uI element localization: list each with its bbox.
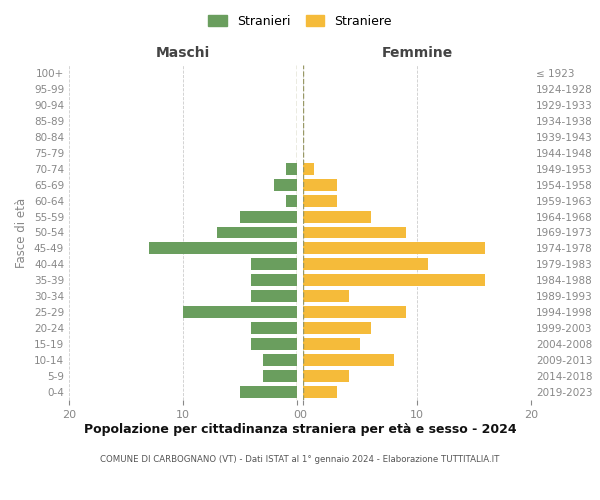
Bar bbox=[303, 178, 337, 190]
Title: Maschi: Maschi bbox=[156, 46, 210, 60]
Bar bbox=[303, 370, 349, 382]
Bar bbox=[303, 354, 394, 366]
Bar bbox=[251, 274, 297, 286]
Bar bbox=[217, 226, 297, 238]
Legend: Stranieri, Straniere: Stranieri, Straniere bbox=[205, 11, 395, 32]
Text: Popolazione per cittadinanza straniera per età e sesso - 2024: Popolazione per cittadinanza straniera p… bbox=[83, 422, 517, 436]
Bar bbox=[303, 274, 485, 286]
Bar bbox=[251, 258, 297, 270]
Bar bbox=[303, 258, 428, 270]
Bar bbox=[286, 194, 297, 206]
Bar bbox=[303, 306, 406, 318]
Bar bbox=[263, 370, 297, 382]
Bar bbox=[303, 322, 371, 334]
Bar bbox=[274, 178, 297, 190]
Y-axis label: Fasce di età: Fasce di età bbox=[16, 198, 28, 268]
Bar bbox=[240, 386, 297, 398]
Bar bbox=[303, 226, 406, 238]
Bar bbox=[251, 322, 297, 334]
Bar bbox=[303, 162, 314, 174]
Bar bbox=[303, 194, 337, 206]
Bar bbox=[303, 210, 371, 222]
Bar bbox=[303, 242, 485, 254]
Bar bbox=[240, 210, 297, 222]
Title: Femmine: Femmine bbox=[382, 46, 452, 60]
Bar bbox=[251, 290, 297, 302]
Bar bbox=[183, 306, 297, 318]
Bar bbox=[303, 338, 360, 350]
Bar bbox=[303, 290, 349, 302]
Text: COMUNE DI CARBOGNANO (VT) - Dati ISTAT al 1° gennaio 2024 - Elaborazione TUTTITA: COMUNE DI CARBOGNANO (VT) - Dati ISTAT a… bbox=[100, 455, 500, 464]
Bar bbox=[303, 386, 337, 398]
Bar bbox=[263, 354, 297, 366]
Bar bbox=[149, 242, 297, 254]
Bar bbox=[251, 338, 297, 350]
Bar bbox=[286, 162, 297, 174]
